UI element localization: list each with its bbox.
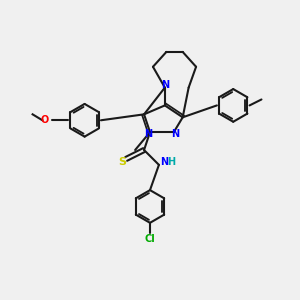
Text: Cl: Cl: [145, 234, 155, 244]
Text: S: S: [118, 157, 126, 167]
Text: O: O: [40, 115, 49, 125]
Text: N: N: [171, 129, 179, 139]
Text: H: H: [167, 158, 175, 167]
Text: N: N: [160, 158, 168, 167]
Text: N: N: [161, 80, 169, 90]
Text: N: N: [145, 129, 153, 139]
